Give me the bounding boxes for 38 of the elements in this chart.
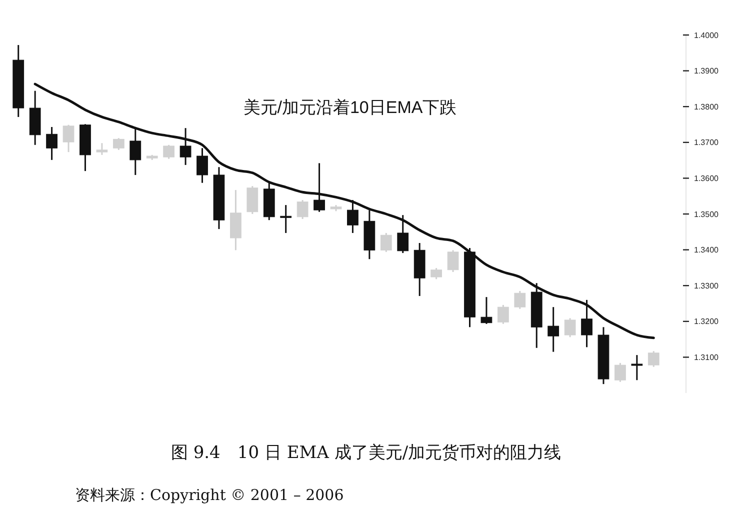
y-tick-label: 1.3900 — [694, 66, 720, 76]
y-tick-label: 1.3700 — [694, 138, 720, 148]
candlestick — [430, 267, 442, 280]
candlestick — [280, 204, 292, 234]
candlestick — [648, 350, 660, 368]
candlestick — [631, 354, 643, 381]
candlestick — [180, 127, 192, 166]
y-tick-label: 1.3500 — [694, 210, 720, 219]
y-tick-label: 1.4000 — [694, 30, 720, 40]
candlestick — [514, 290, 526, 310]
candlestick — [112, 137, 124, 151]
candlestick — [46, 126, 58, 161]
candlestick — [96, 142, 108, 156]
y-tick-label: 1.3800 — [694, 102, 720, 112]
candlestick — [447, 249, 459, 273]
candlestick — [62, 124, 74, 153]
candlestick — [314, 162, 325, 213]
candlestick — [196, 147, 208, 184]
candlestick — [397, 214, 409, 254]
y-tick-label: 1.3300 — [694, 281, 720, 290]
candlestick — [497, 304, 509, 325]
candlestick — [296, 199, 308, 220]
candlestick — [564, 317, 576, 338]
candlestick — [246, 185, 258, 215]
text: 资料来源：Copyright © 2001 – 2006 — [75, 486, 344, 504]
candlestick — [614, 362, 626, 383]
candlestick — [380, 232, 392, 253]
candlestick — [347, 199, 358, 234]
candlestick — [163, 144, 175, 160]
caption: 图 9.4 10 日 EMA 成了美元/加元货币对的阻力线 — [170, 443, 562, 463]
y-tick-label: 1.3100 — [694, 353, 720, 362]
y-tick-label: 1.3400 — [694, 246, 720, 255]
text: 美元/加元沿着10日EMA下跌 — [243, 98, 457, 117]
candlestick — [480, 296, 492, 325]
y-tick-label: 1.3200 — [694, 317, 720, 326]
candlestick — [130, 127, 142, 176]
y-tick-label: 1.3600 — [694, 174, 720, 183]
candlestick — [548, 306, 560, 353]
